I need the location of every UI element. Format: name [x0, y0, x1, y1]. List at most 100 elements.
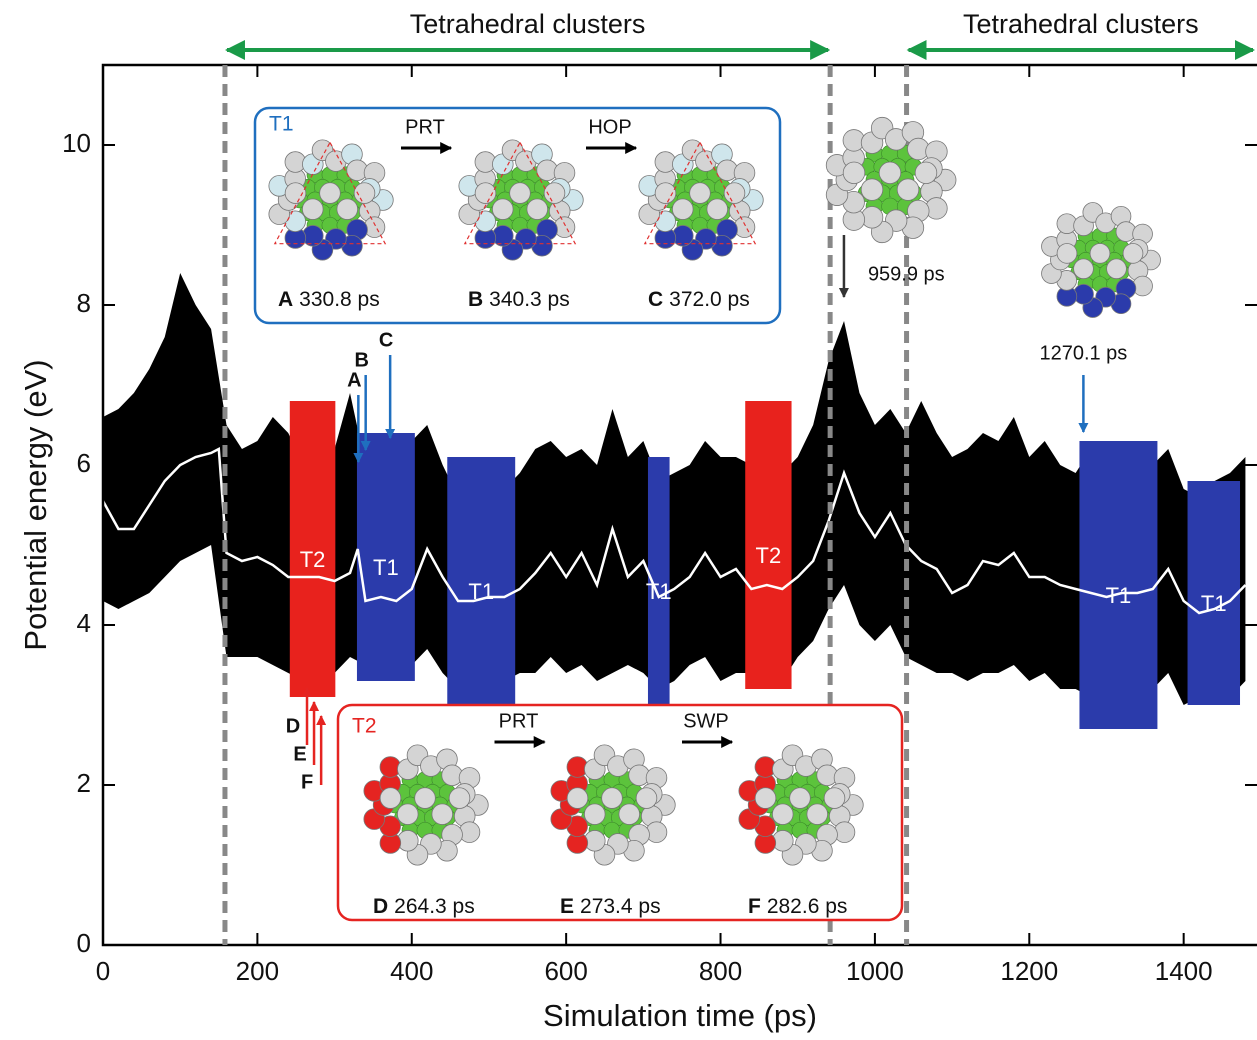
y-tick-label: 4 — [77, 608, 91, 638]
transition-label: HOP — [588, 116, 631, 138]
frame-caption: C 372.0 ps — [648, 288, 750, 311]
cluster-image — [738, 744, 864, 866]
y-axis-label: Potential energy (eV) — [18, 359, 53, 650]
shell-atom — [706, 198, 729, 220]
shell-atom — [878, 161, 902, 185]
shell-atom — [806, 803, 829, 825]
shell-atom — [896, 178, 920, 201]
shell-atom — [860, 178, 884, 201]
frame-letter: B — [468, 288, 483, 311]
face-outline — [463, 141, 577, 245]
transition-label: PRT — [499, 710, 539, 732]
x-tick-label: 1200 — [1000, 956, 1058, 986]
frame-caption: F 282.6 ps — [748, 895, 847, 918]
inset-label: T2 — [352, 715, 377, 738]
shell-atom — [396, 803, 419, 825]
running-average — [101, 447, 1247, 615]
shell-atom — [414, 787, 436, 809]
structure-region — [745, 401, 792, 689]
event-letter: B — [354, 349, 368, 371]
region-label: T1 — [373, 555, 399, 580]
shell-atom — [336, 198, 358, 220]
region-label: T2 — [300, 547, 326, 572]
frame-letter: F — [748, 895, 761, 918]
x-tick-label: 0 — [96, 956, 110, 986]
shell-atom — [566, 787, 589, 809]
shell-atom — [723, 182, 746, 204]
shell-atom — [601, 787, 623, 809]
shell-atom — [543, 182, 566, 204]
cluster-image — [638, 139, 764, 261]
structure-region — [1187, 481, 1241, 705]
frame-caption: A 330.8 ps — [278, 288, 380, 311]
frame-letter: A — [278, 288, 293, 311]
transition-label: SWP — [683, 710, 729, 732]
shell-atom — [431, 803, 453, 825]
cluster-image — [825, 116, 957, 244]
cluster-image — [458, 139, 584, 261]
shell-atom — [379, 787, 402, 809]
event-letter: D — [286, 715, 300, 737]
shell-atom — [914, 161, 938, 185]
shell-atom — [584, 803, 606, 825]
shell-atom — [772, 803, 794, 825]
shell-atom — [474, 182, 497, 204]
y-tick-label: 10 — [62, 128, 91, 158]
shell-atom — [1106, 258, 1127, 280]
region-label: T2 — [756, 543, 782, 568]
transition-label: PRT — [405, 116, 445, 138]
shell-atom — [353, 182, 376, 204]
event-time: 959.9 ps — [868, 263, 945, 285]
shell-atom — [526, 198, 549, 220]
shell-atom — [635, 787, 658, 809]
event-letter: C — [379, 329, 393, 351]
frame-caption: D 264.3 ps — [373, 895, 475, 918]
frame-letter: D — [373, 895, 388, 918]
shell-atom — [672, 198, 694, 220]
shell-atom — [1056, 243, 1078, 264]
frame-time: 330.8 ps — [299, 288, 380, 311]
frame-caption: B 340.3 ps — [468, 288, 570, 311]
event-letter: F — [301, 771, 313, 793]
x-tick-label: 600 — [544, 956, 587, 986]
shell-atom — [754, 787, 777, 809]
x-tick-label: 1400 — [1155, 956, 1213, 986]
x-tick-label: 200 — [236, 956, 279, 986]
cluster-image — [363, 744, 489, 866]
shell-atom — [301, 198, 324, 220]
face-outline — [273, 141, 387, 245]
frame-time: 273.4 ps — [580, 895, 661, 918]
shell-atom — [689, 182, 711, 204]
structure-region — [447, 457, 516, 705]
x-tick-label: 400 — [390, 956, 433, 986]
structure-region — [1079, 441, 1158, 729]
shell-atom — [823, 787, 846, 809]
y-tick-label: 0 — [77, 928, 91, 958]
energy-envelope — [103, 273, 1246, 713]
shell-atom — [448, 787, 471, 809]
frame-caption: E 273.4 ps — [560, 895, 661, 918]
y-tick-label: 2 — [77, 768, 91, 798]
shell-atom — [1122, 243, 1144, 264]
frame-letter: E — [560, 895, 574, 918]
cluster-image — [268, 139, 394, 261]
frame-time: 340.3 ps — [489, 288, 570, 311]
shell-atom — [1089, 243, 1111, 264]
event-letter: E — [293, 743, 306, 765]
event-letter: A — [347, 369, 361, 391]
shell-atom — [1073, 258, 1094, 280]
shell-atom — [842, 161, 866, 185]
cluster-image — [1041, 202, 1161, 318]
shell-atom — [509, 182, 531, 204]
frame-time: 372.0 ps — [669, 288, 750, 311]
cluster-image — [550, 744, 676, 866]
plot-frame — [101, 63, 1257, 947]
structure-region — [356, 433, 415, 681]
y-tick-label: 8 — [77, 288, 91, 318]
x-tick-label: 800 — [699, 956, 742, 986]
y-tick-label: 6 — [77, 448, 91, 478]
shell-atom — [618, 803, 641, 825]
shell-atom — [284, 182, 307, 204]
